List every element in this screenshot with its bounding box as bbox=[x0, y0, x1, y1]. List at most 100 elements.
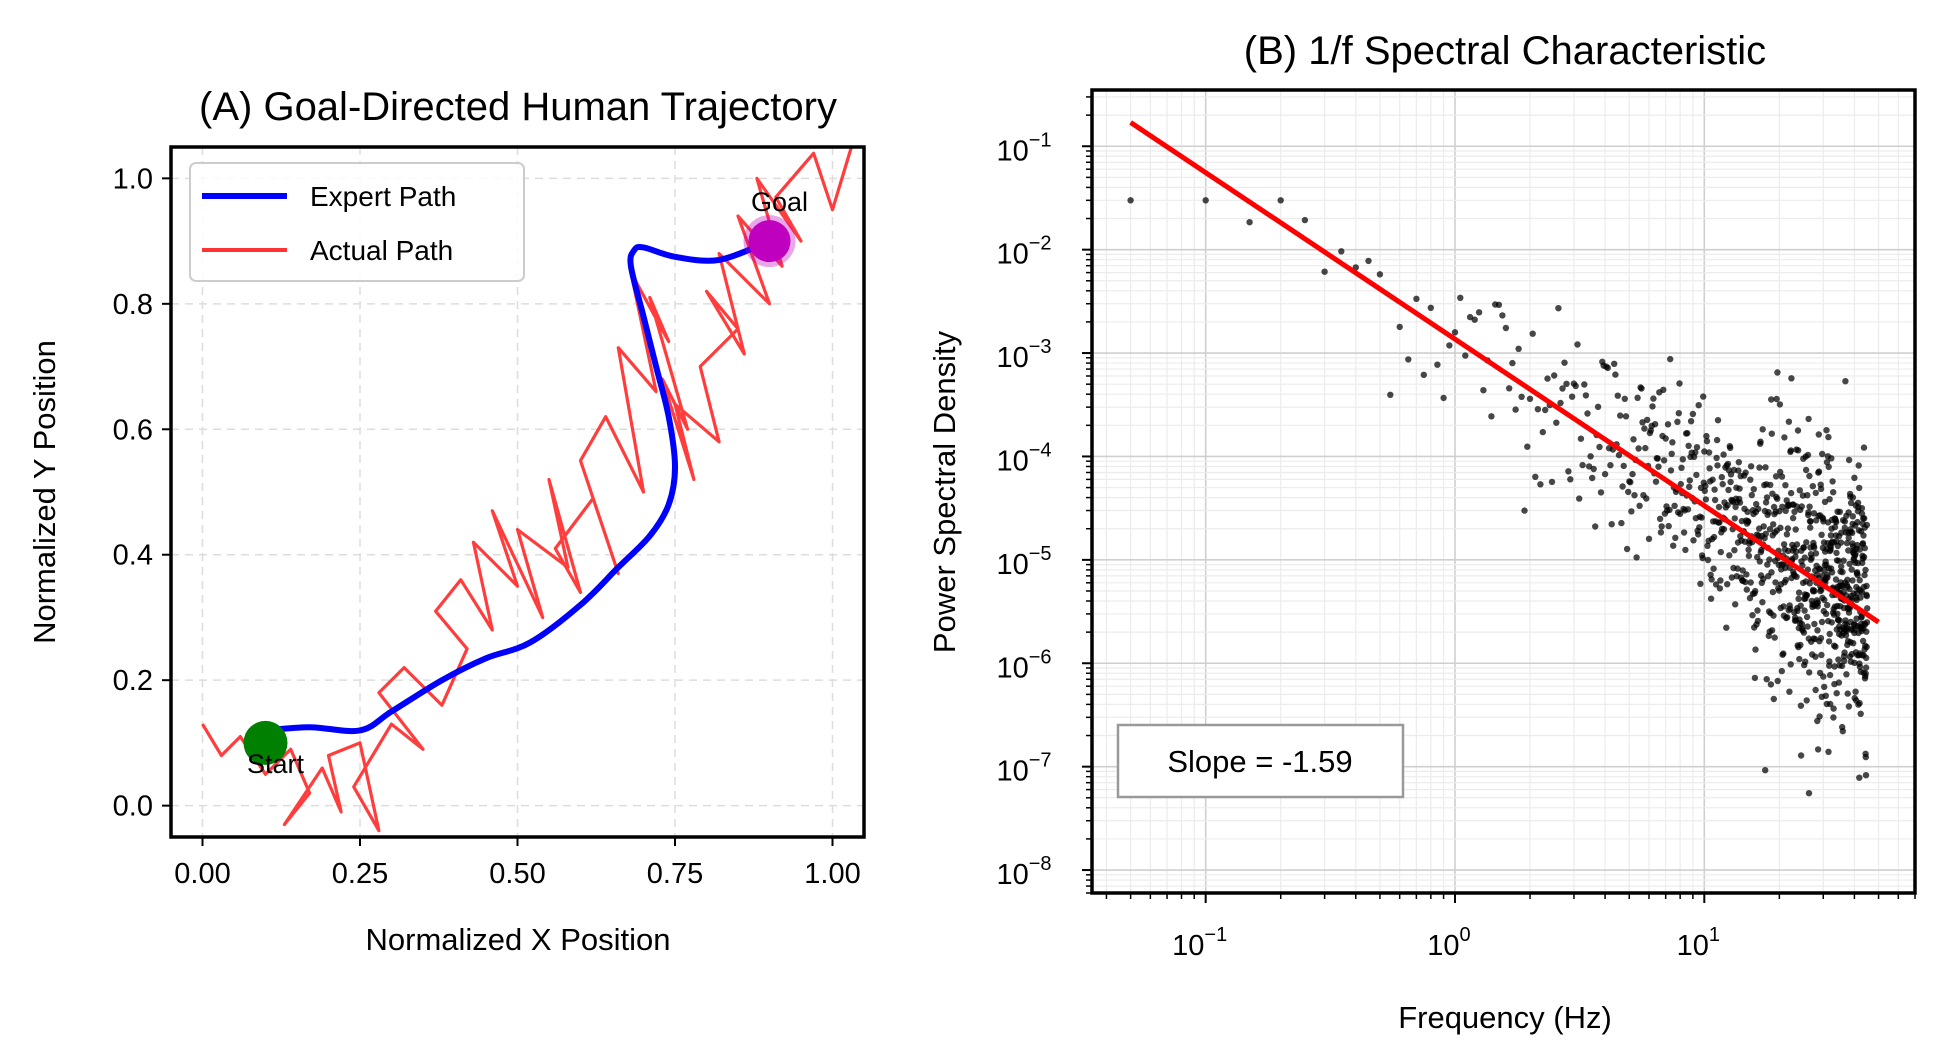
psd-point bbox=[1687, 418, 1695, 425]
psd-point bbox=[1863, 619, 1871, 626]
psd-point bbox=[1847, 499, 1855, 507]
goal-marker bbox=[748, 220, 791, 263]
psd-point bbox=[1671, 502, 1678, 509]
psd-point bbox=[1614, 392, 1622, 399]
psd-point bbox=[1802, 658, 1809, 665]
psd-point bbox=[1762, 530, 1770, 537]
psd-point bbox=[1800, 629, 1808, 636]
psd-point bbox=[1845, 456, 1853, 464]
psd-point bbox=[1664, 421, 1672, 428]
psd-point bbox=[1833, 549, 1840, 557]
psd-point bbox=[1557, 399, 1564, 407]
psd-point bbox=[1804, 451, 1812, 459]
psd-point bbox=[1844, 690, 1851, 697]
psd-point bbox=[1762, 464, 1769, 471]
psd-point bbox=[1697, 580, 1704, 587]
psd-point bbox=[1246, 219, 1253, 226]
psd-point bbox=[1742, 469, 1749, 476]
psd-point bbox=[1677, 480, 1685, 488]
psd-point bbox=[1856, 546, 1864, 553]
psd-point bbox=[1712, 581, 1720, 588]
psd-point bbox=[1678, 464, 1685, 471]
psd-point bbox=[1780, 541, 1788, 548]
psd-point bbox=[1857, 594, 1864, 601]
psd-point bbox=[1731, 547, 1738, 554]
psd-point bbox=[1836, 508, 1844, 515]
psd-point bbox=[1792, 526, 1799, 533]
x-tick-label: 0.00 bbox=[174, 858, 230, 890]
psd-point bbox=[1736, 499, 1744, 506]
psd-point bbox=[1826, 671, 1834, 679]
psd-point bbox=[1639, 419, 1646, 426]
psd-point bbox=[1814, 599, 1822, 606]
psd-point bbox=[1542, 406, 1549, 414]
psd-point bbox=[1604, 364, 1612, 372]
psd-point bbox=[1860, 532, 1867, 539]
psd-point bbox=[1762, 767, 1769, 774]
psd-point bbox=[1642, 444, 1649, 452]
psd-point bbox=[1784, 614, 1791, 621]
psd-point bbox=[1829, 478, 1836, 485]
psd-point bbox=[1665, 522, 1672, 530]
psd-point bbox=[1608, 521, 1615, 528]
psd-point bbox=[1753, 500, 1760, 508]
panel-b-xlabel: Frequency (Hz) bbox=[1398, 1000, 1612, 1035]
psd-point bbox=[1720, 526, 1728, 533]
psd-point bbox=[1387, 391, 1394, 398]
psd-point bbox=[1848, 566, 1855, 573]
psd-point bbox=[1856, 700, 1863, 707]
psd-point bbox=[1849, 529, 1856, 536]
psd-point bbox=[1787, 661, 1794, 668]
panel-b: 10−1 100 101 10−8 10−7 10−6 10−5 10−4 10−3 10−2 10… bbox=[927, 29, 1917, 1035]
psd-point bbox=[1845, 703, 1853, 710]
psd-point bbox=[1754, 617, 1762, 625]
panel-b-fit bbox=[1129, 120, 1880, 625]
psd-point bbox=[1644, 416, 1651, 424]
psd-point bbox=[1572, 382, 1579, 390]
psd-point bbox=[1854, 518, 1861, 526]
psd-point bbox=[1657, 529, 1665, 536]
psd-point bbox=[1842, 378, 1849, 385]
psd-point bbox=[1745, 546, 1752, 553]
psd-point bbox=[1532, 473, 1539, 480]
psd-point bbox=[1825, 433, 1832, 441]
psd-point bbox=[1658, 523, 1665, 530]
psd-point bbox=[1805, 790, 1813, 797]
psd-point bbox=[1559, 385, 1566, 392]
psd-point bbox=[1851, 474, 1858, 481]
psd-point bbox=[1277, 197, 1284, 204]
slope-box bbox=[1116, 723, 1405, 799]
psd-point bbox=[1845, 547, 1852, 554]
psd-point bbox=[1792, 548, 1800, 555]
psd-point bbox=[1811, 587, 1818, 595]
psd-point bbox=[1782, 482, 1789, 489]
psd-point bbox=[1735, 467, 1742, 474]
psd-point bbox=[1728, 574, 1736, 581]
y-tick-label: 10−7 bbox=[996, 750, 1051, 788]
psd-point bbox=[1788, 375, 1795, 382]
psd-point bbox=[1787, 605, 1794, 612]
psd-point bbox=[1801, 607, 1808, 614]
psd-point bbox=[1471, 316, 1478, 323]
psd-point bbox=[1723, 624, 1730, 631]
psd-point bbox=[1695, 402, 1702, 409]
psd-point bbox=[1797, 641, 1804, 649]
psd-point bbox=[1631, 492, 1638, 499]
psd-point bbox=[1742, 578, 1749, 586]
psd-point bbox=[1684, 506, 1692, 513]
y-tick-label: 0.4 bbox=[113, 540, 153, 572]
psd-point bbox=[1805, 415, 1812, 423]
psd-point bbox=[1434, 361, 1441, 368]
psd-point bbox=[1710, 565, 1717, 572]
psd-point bbox=[1682, 546, 1689, 554]
psd-point bbox=[1620, 462, 1627, 470]
psd-point bbox=[1828, 569, 1836, 576]
psd-point bbox=[1502, 324, 1510, 332]
psd-point bbox=[1755, 505, 1762, 513]
y-tick-label: 10−4 bbox=[996, 439, 1051, 477]
psd-point bbox=[1748, 491, 1756, 499]
psd-point bbox=[1820, 673, 1827, 680]
psd-point bbox=[1667, 355, 1674, 363]
psd-point bbox=[1798, 503, 1806, 510]
psd-point bbox=[1782, 507, 1789, 514]
